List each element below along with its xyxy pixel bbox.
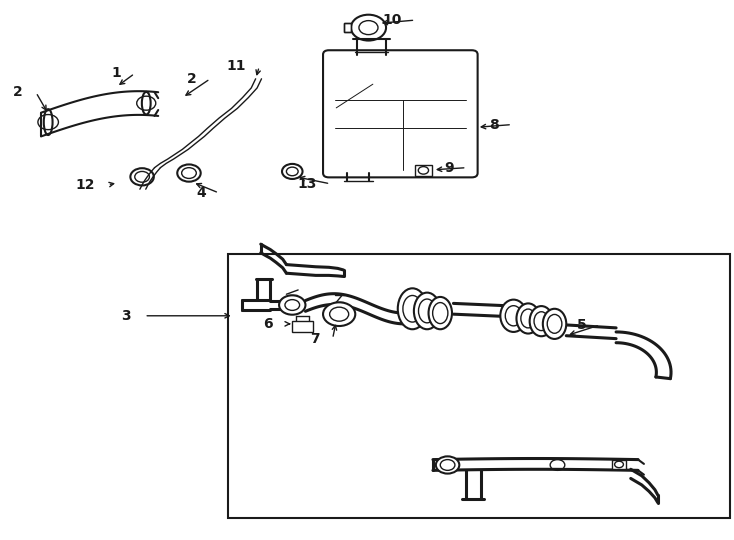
Text: 2: 2 bbox=[13, 85, 23, 99]
Text: 12: 12 bbox=[75, 178, 95, 192]
Bar bbox=[344, 23, 351, 32]
Text: 8: 8 bbox=[489, 118, 499, 132]
Ellipse shape bbox=[543, 309, 566, 339]
Text: 1: 1 bbox=[112, 66, 122, 80]
Circle shape bbox=[279, 295, 305, 315]
Ellipse shape bbox=[517, 303, 540, 334]
Text: 4: 4 bbox=[196, 186, 206, 200]
Text: 3: 3 bbox=[121, 309, 131, 323]
Ellipse shape bbox=[429, 297, 452, 329]
Circle shape bbox=[436, 456, 459, 474]
Text: 11: 11 bbox=[227, 59, 246, 73]
Bar bbox=[228, 254, 730, 518]
Bar bbox=[344, 23, 351, 32]
Ellipse shape bbox=[414, 293, 440, 329]
Text: 6: 6 bbox=[264, 317, 273, 331]
Circle shape bbox=[323, 302, 355, 326]
Text: 10: 10 bbox=[383, 13, 402, 27]
FancyBboxPatch shape bbox=[323, 50, 478, 177]
Text: 9: 9 bbox=[444, 161, 454, 174]
Ellipse shape bbox=[501, 300, 527, 332]
Text: 2: 2 bbox=[187, 72, 197, 86]
Bar bbox=[292, 321, 313, 333]
Ellipse shape bbox=[530, 306, 553, 336]
Ellipse shape bbox=[398, 288, 427, 329]
Bar bbox=[415, 165, 432, 176]
Text: 7: 7 bbox=[310, 332, 319, 346]
Bar bbox=[612, 460, 625, 469]
Text: 13: 13 bbox=[298, 177, 317, 191]
Text: 5: 5 bbox=[577, 318, 586, 332]
